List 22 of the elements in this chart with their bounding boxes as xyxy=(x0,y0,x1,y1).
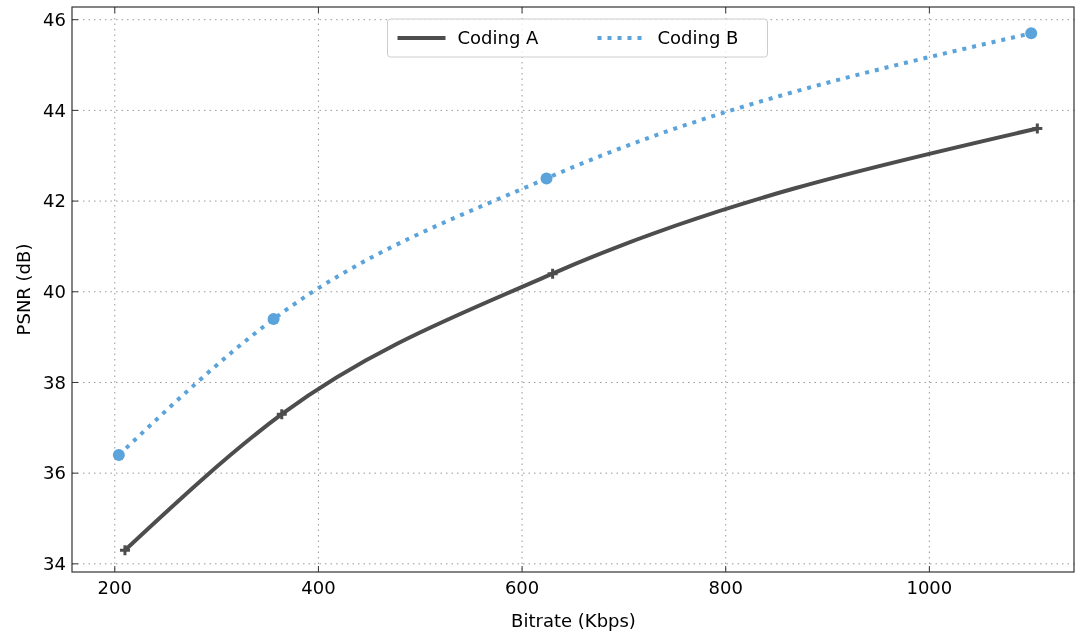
y-tick-label: 34 xyxy=(43,553,66,575)
y-tick-label: 40 xyxy=(43,281,66,303)
x-tick-label: 400 xyxy=(301,577,336,598)
legend-label: Coding A xyxy=(457,27,540,49)
y-tick-label: 36 xyxy=(43,462,66,484)
point xyxy=(540,172,553,185)
y-axis-title: PSNR (dB) xyxy=(13,243,34,336)
y-tick-label: 38 xyxy=(43,371,66,393)
x-axis-title: Bitrate (Kbps) xyxy=(511,610,636,631)
y-tick-label: 44 xyxy=(43,99,66,121)
legend-label: Coding B xyxy=(657,27,739,49)
x-tick-label: 600 xyxy=(504,577,540,598)
x-tick-label: 200 xyxy=(97,577,132,598)
point xyxy=(546,267,560,281)
point xyxy=(1025,27,1038,40)
y-tick-label: 46 xyxy=(43,9,66,30)
x-tick-label: 800 xyxy=(708,577,743,598)
point xyxy=(275,407,289,421)
y-tick-label: 42 xyxy=(43,190,66,212)
x-tick-label: 1000 xyxy=(906,577,953,598)
point xyxy=(112,449,125,462)
point xyxy=(267,312,280,325)
